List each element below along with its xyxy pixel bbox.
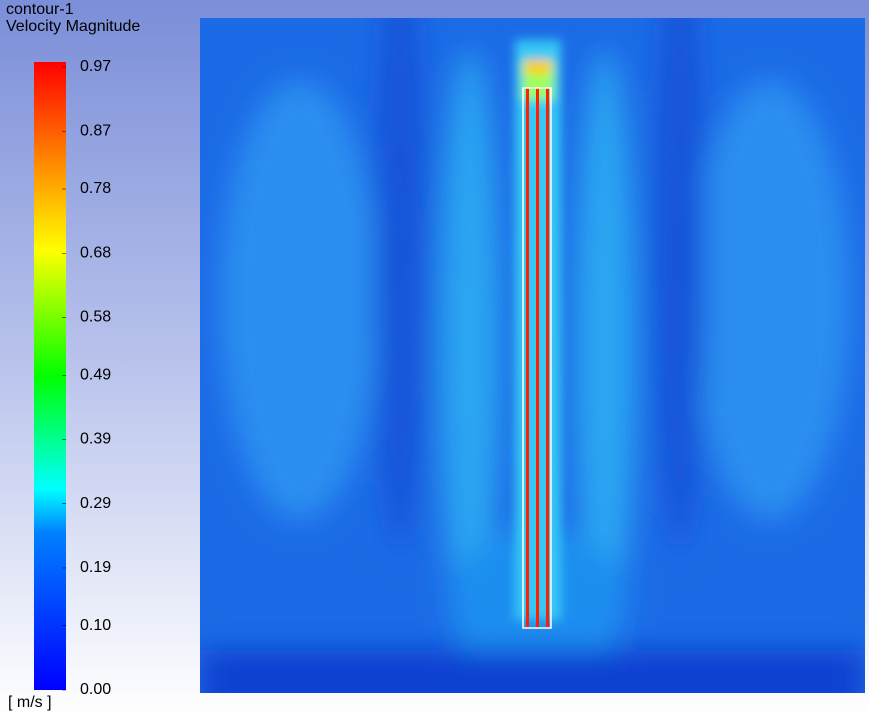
chart-subtitle: Velocity Magnitude [6,18,140,35]
contour-field [200,18,865,693]
colorbar-tick-label: 0.58 [80,309,111,326]
chart-title: contour-1 [6,1,74,18]
colorbar-tick-label: 0.87 [80,122,111,139]
colorbar-tick-label: 0.19 [80,559,111,576]
colorbar-tick-label: 0.49 [80,367,111,384]
colorbar-tick-label: 0.78 [80,180,111,197]
colorbar-tick-label: 0.68 [80,244,111,261]
colorbar-tick-label: 0.39 [80,431,111,448]
colorbar-tick-label: 0.00 [80,681,111,698]
colorbar-tick-label: 0.10 [80,617,111,634]
colorbar [34,62,66,690]
colorbar-tick-label: 0.97 [80,58,111,75]
colorbar-tick-label: 0.29 [80,495,111,512]
unit-label: [ m/s ] [8,694,52,711]
